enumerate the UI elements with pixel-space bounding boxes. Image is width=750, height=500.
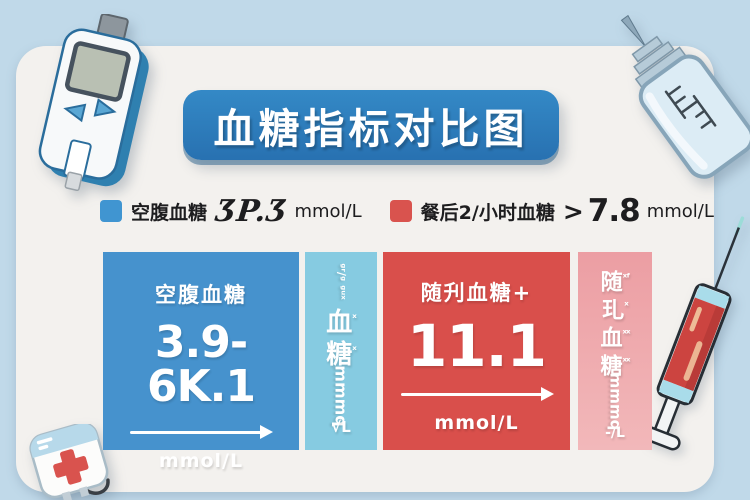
legend-postmeal-unit: mmol/L (646, 200, 714, 222)
legend-postmeal-label: 餐后2/小时血糖 (420, 201, 555, 224)
legend-fasting-value: ƷP.Ʒ (214, 193, 290, 229)
random-box-unit: mmol/L (434, 412, 519, 434)
arrow-right-icon (130, 425, 273, 439)
legend-fasting-unit: mmol/L (294, 200, 362, 222)
random-box-title: 随刋血糖+ (420, 281, 533, 305)
legend: 空腹血糖 ƷP.Ʒ mmol/L 餐后2/小时血糖 > 7.8 mmol/L (100, 193, 714, 229)
side-strip-text: -∕L (605, 425, 625, 441)
blood-bag-icon (29, 424, 110, 500)
side-strip-text: 糖ˣˣ (600, 354, 630, 380)
side-strip-text: 玌ˣ (602, 298, 628, 324)
fasting-box-title: 空腹血糖 (155, 283, 247, 307)
side-strip-text: 血ˣ (326, 308, 356, 338)
side-strip-text: 糖ˣ (326, 340, 356, 370)
side-strip-text: mmmq (332, 365, 351, 427)
legend-postmeal-gt-sign: > (562, 196, 584, 226)
side-strip-text: √L (331, 418, 351, 436)
random-box-value: 11.1 (406, 312, 547, 380)
insulin-vial-icon (620, 14, 750, 179)
glucometer-icon (38, 14, 149, 192)
fasting-box-unit: mmol/L (158, 450, 244, 472)
fasting-glucose-box: 空腹血糖 3.9-6K.1 mmol/L (103, 252, 299, 472)
random-glucose-box: 随刋血糖+ 11.1 mmol/L (383, 252, 570, 450)
page-title: 血糖指标对比图 (213, 105, 529, 153)
legend-fasting-swatch (100, 200, 122, 222)
legend-postmeal-swatch (389, 200, 412, 222)
legend-fasting-label: 空腹血糖 (131, 201, 208, 224)
side-strip-text: 随ˣᶠ (600, 270, 631, 296)
arrow-right-icon (400, 387, 554, 401)
side-strip-text: ᵍʳ∕ᵍ ᵍᵘˣ (334, 263, 348, 300)
fasting-box-value: 3.9-6K.1 (146, 317, 256, 412)
random-side-strip: 随ˣᶠ 玌ˣ 血ˣˣ 糖ˣˣ mmmq -∕L (578, 252, 652, 450)
comparison-chart: 空腹血糖 3.9-6K.1 mmol/L ᵍʳ∕ᵍ ᵍᵘˣ 血ˣ 糖ˣ mmmq… (0, 252, 750, 472)
side-strip-text: mmmq (606, 372, 625, 431)
blood-syringe-icon (646, 216, 745, 451)
legend-postmeal-value: 7.8 (587, 193, 641, 229)
page-title-banner: 血糖指标对比图 (183, 90, 559, 160)
side-strip-text: 血ˣˣ (600, 326, 630, 352)
fasting-side-strip: ᵍʳ∕ᵍ ᵍᵘˣ 血ˣ 糖ˣ mmmq √L (305, 252, 377, 450)
